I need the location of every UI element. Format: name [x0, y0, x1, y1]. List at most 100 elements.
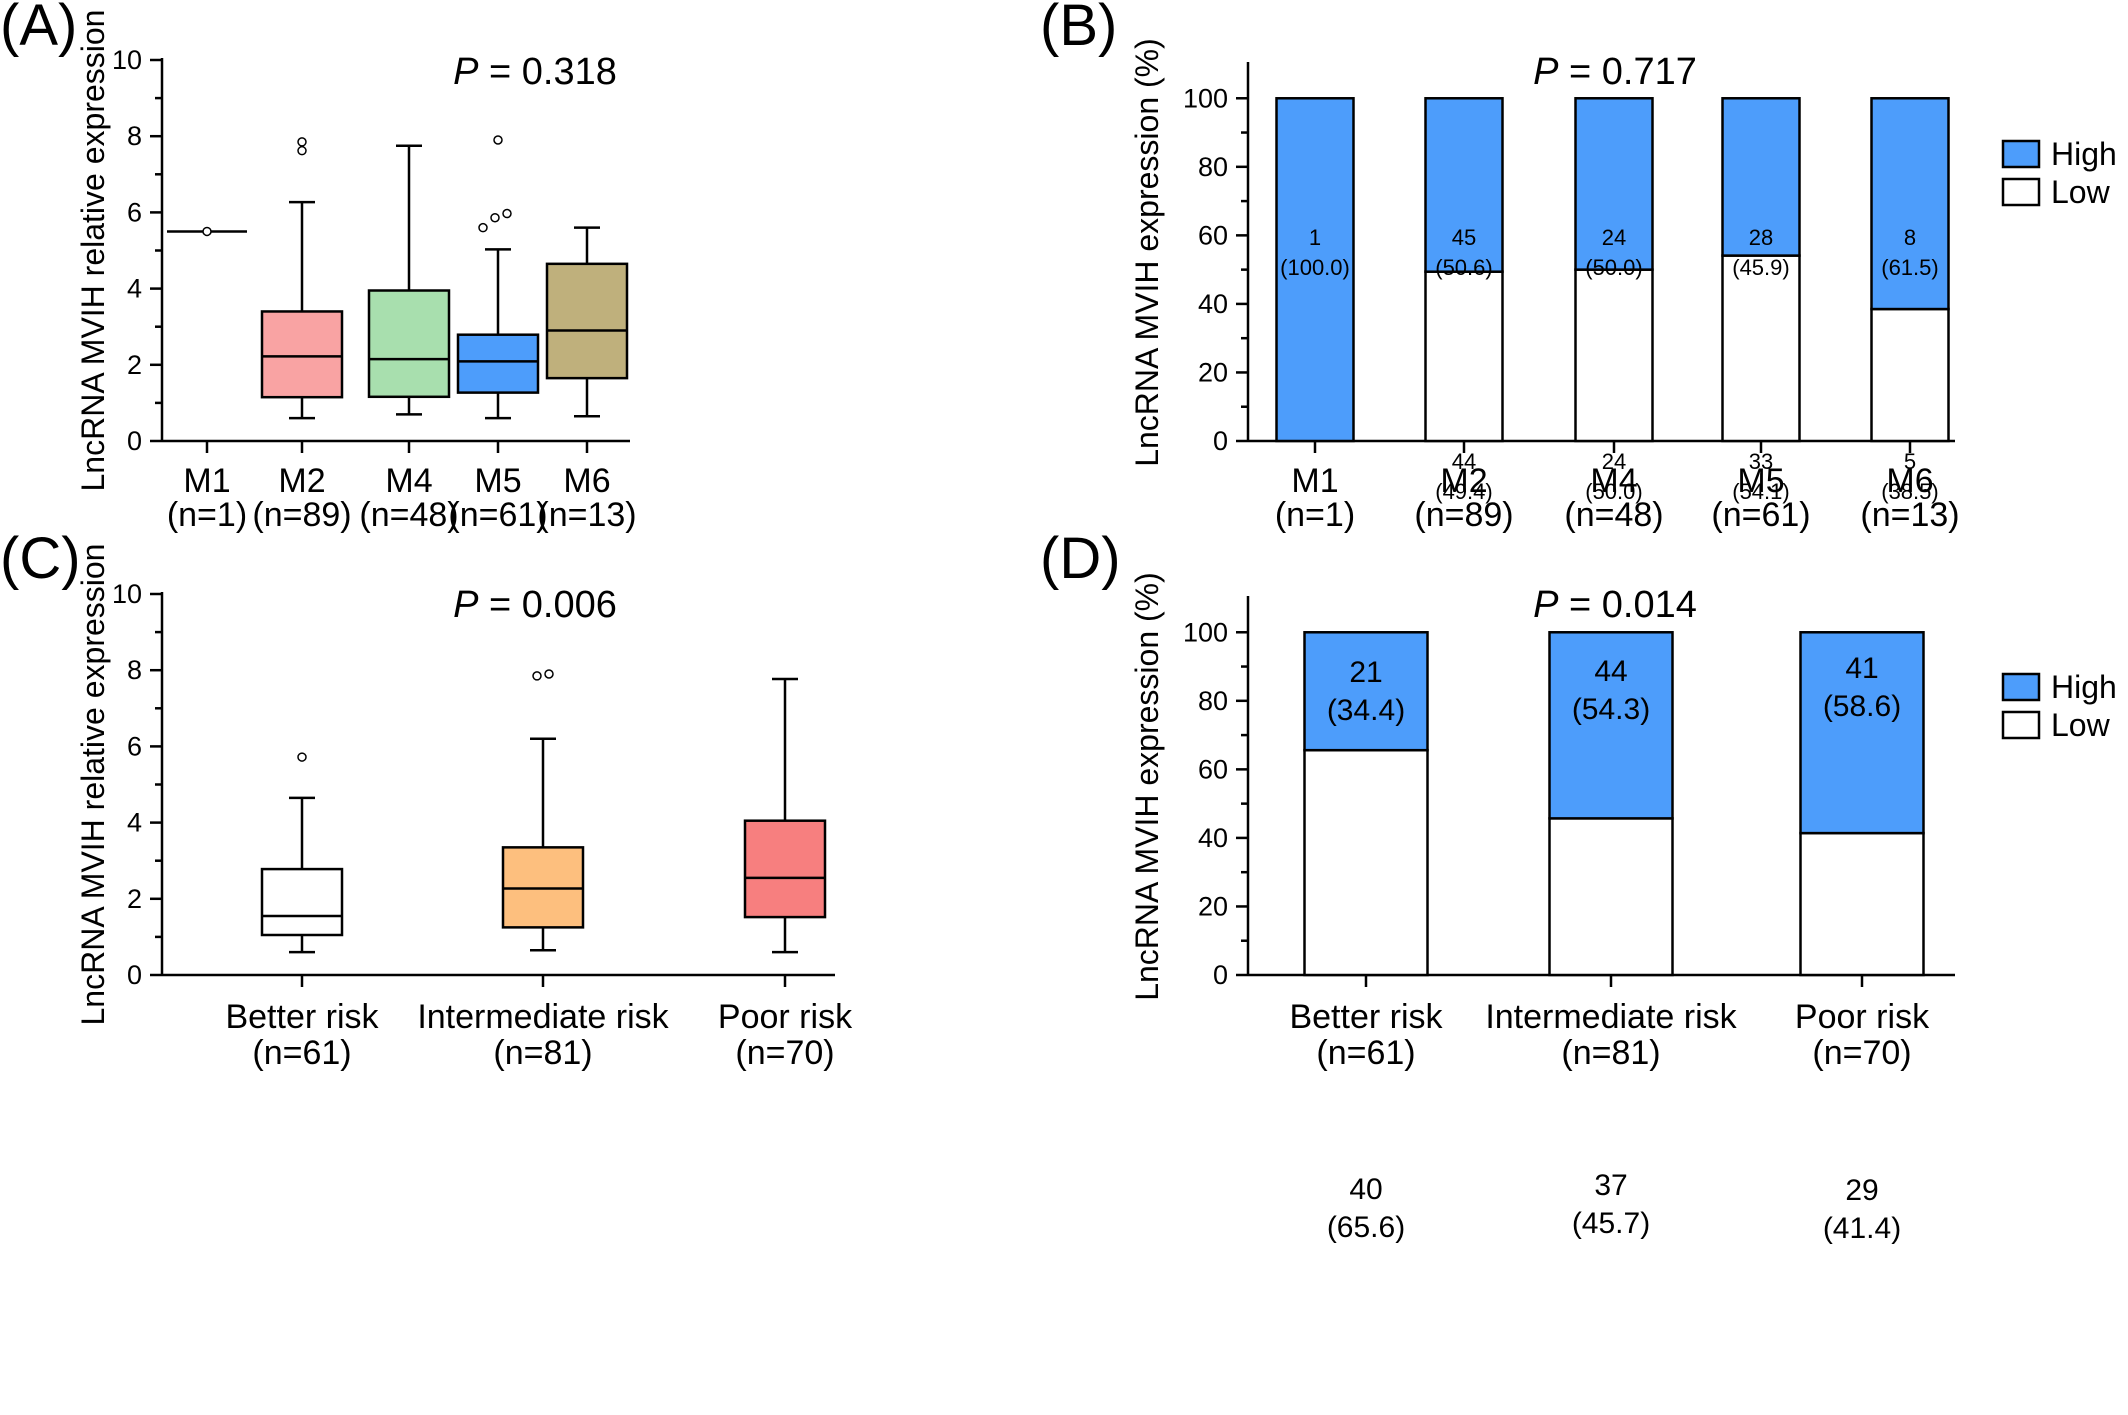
iqr-box — [260, 867, 344, 937]
box-m6 — [545, 226, 629, 418]
legend-label-high: High — [2051, 669, 2117, 705]
data-label-high-count: 24 — [1602, 225, 1626, 250]
bar-m2: 45 (50.6) 44 (49.4) — [1424, 97, 1504, 504]
data-label-low-pct: (65.6) — [1327, 1211, 1405, 1244]
bar-segment-low — [1721, 254, 1801, 443]
data-label-high-count: 1 — [1309, 225, 1321, 250]
iqr-box — [367, 289, 451, 399]
chart-panel-2: (B) P = 0.717 0 20 40 60 80 100 LncRNA MVIH expr… — [1040, 0, 2117, 534]
y-tick-label: 100 — [1183, 617, 1228, 647]
box-m4 — [367, 144, 451, 416]
panel-label: (C) — [0, 526, 81, 591]
p-symbol: P — [1533, 51, 1559, 93]
bar-m6: 8 (61.5) 5 (38.5) — [1870, 97, 1950, 504]
outlier-point — [493, 135, 503, 145]
x-count-label: (n=13) — [1860, 496, 1959, 534]
x-category-label: M6 — [563, 462, 610, 500]
x-category-label: Poor risk — [1795, 998, 1930, 1036]
box-m1 — [167, 226, 247, 237]
legend-label-low: Low — [2051, 707, 2111, 743]
x-count-label: (n=70) — [1812, 1034, 1911, 1072]
iqr-box — [456, 333, 540, 394]
data-label-low-pct: (49.4) — [1435, 479, 1492, 504]
y-tick-label: 8 — [127, 655, 142, 685]
data-label-high-count: 28 — [1749, 225, 1773, 250]
chart-panel-4: (D) P = 0.014 0 20 40 60 80 100 LncRNA MVIH expr… — [1040, 526, 2117, 1245]
p-value-title: P = 0.006 — [453, 584, 617, 626]
legend-swatch-high — [2001, 672, 2041, 702]
iqr-box — [260, 310, 344, 399]
box-intermediate-risk — [501, 669, 585, 952]
y-tick-label: 10 — [112, 579, 142, 609]
y-axis-label: LncRNA MVIH expression (%) — [1129, 38, 1165, 467]
p-symbol: P — [453, 584, 479, 626]
x-category-label: M2 — [1440, 462, 1487, 500]
box-m5 — [456, 135, 540, 420]
outlier-point — [297, 752, 307, 762]
panel-label: (D) — [1040, 526, 1121, 591]
y-axis-label: LncRNA MVIH relative expression — [75, 10, 111, 492]
bar-m1: 1 (100.0) — [1275, 97, 1355, 443]
data-label-high-pct: (50.6) — [1435, 255, 1492, 280]
bar-segment-high — [1303, 631, 1429, 752]
p-value-title: P = 0.014 — [1533, 584, 1697, 626]
x-category-label: M5 — [474, 462, 521, 500]
y-tick-label: 2 — [127, 884, 142, 914]
x-count-label: (n=89) — [1414, 496, 1513, 534]
y-tick-label: 0 — [127, 426, 142, 456]
panel-label: (A) — [0, 0, 77, 58]
bar-segment-low — [1303, 748, 1429, 977]
data-label-low-pct: (50.0) — [1585, 479, 1642, 504]
x-count-label: (n=81) — [1561, 1034, 1660, 1072]
data-label-high-pct: (61.5) — [1881, 255, 1938, 280]
x-category-label: Intermediate risk — [1485, 998, 1737, 1036]
bar-segment-high — [1548, 631, 1674, 820]
y-tick-label: 0 — [1213, 960, 1228, 990]
outlier-point — [297, 137, 307, 147]
data-label-high-pct: (100.0) — [1280, 255, 1350, 280]
data-label-low-pct: (41.4) — [1823, 1212, 1901, 1245]
y-tick-label: 0 — [1213, 426, 1228, 456]
x-count-label: (n=70) — [735, 1034, 834, 1072]
bar-segment-high — [1424, 97, 1504, 273]
data-label-low-count: 40 — [1349, 1173, 1382, 1206]
x-category-label: Intermediate risk — [417, 998, 669, 1036]
iqr-box — [545, 262, 629, 380]
x-category-label: M6 — [1886, 462, 1933, 500]
outlier-point — [544, 669, 554, 679]
y-tick-label: 6 — [127, 197, 142, 227]
y-axis-label: LncRNA MVIH relative expression — [75, 544, 111, 1026]
x-count-label: (n=61) — [1316, 1034, 1415, 1072]
x-count-label: (n=61) — [448, 496, 547, 534]
data-label-high-pct: (58.6) — [1823, 690, 1901, 723]
y-tick-label: 20 — [1198, 357, 1228, 387]
p-symbol: P — [453, 51, 479, 93]
x-category-label: M4 — [1590, 462, 1637, 500]
data-label-low-count: 44 — [1452, 449, 1476, 474]
y-tick-label: 2 — [127, 350, 142, 380]
bar-segment-low — [1799, 831, 1925, 977]
legend-swatch-high — [2001, 139, 2041, 169]
x-category-label: M5 — [1737, 462, 1784, 500]
outlier-point — [478, 222, 488, 233]
x-count-label: (n=13) — [537, 496, 636, 534]
y-tick-label: 100 — [1183, 83, 1228, 113]
x-count-label: (n=1) — [167, 496, 247, 534]
x-count-label: (n=89) — [252, 496, 351, 534]
y-tick-label: 8 — [127, 121, 142, 151]
p-value-title: P = 0.717 — [1533, 51, 1697, 93]
x-category-label: M1 — [183, 462, 230, 500]
bar-better-risk: 21 (34.4) 40 (65.6) — [1303, 631, 1429, 1244]
bar-segment-high — [1574, 97, 1654, 271]
bar-segment-low — [1574, 268, 1654, 443]
x-category-label: Better risk — [225, 998, 379, 1036]
x-count-label: (n=81) — [493, 1034, 592, 1072]
p-symbol: P — [1533, 584, 1559, 626]
y-tick-label: 4 — [127, 808, 142, 838]
data-label-high-pct: (34.4) — [1327, 694, 1405, 727]
p-value: = 0.006 — [478, 584, 616, 626]
y-tick-label: 80 — [1198, 686, 1228, 716]
